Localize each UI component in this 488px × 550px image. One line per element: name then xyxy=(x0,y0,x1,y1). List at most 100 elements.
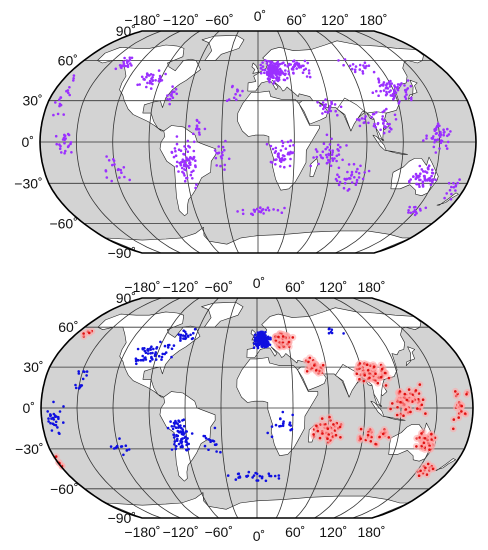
data-point-marker xyxy=(406,79,410,82)
data-point-marker xyxy=(305,75,309,78)
data-point-marker xyxy=(450,192,453,196)
data-point-marker xyxy=(325,133,329,137)
data-point-marker xyxy=(312,433,315,436)
data-point-marker xyxy=(214,443,217,447)
data-point-marker xyxy=(414,389,418,392)
data-point-marker xyxy=(292,143,295,147)
data-point-marker xyxy=(143,347,146,350)
data-point-marker xyxy=(238,94,242,97)
data-point-marker xyxy=(128,178,131,182)
data-point-marker xyxy=(63,133,66,137)
data-point-marker xyxy=(262,212,265,215)
data-point-marker xyxy=(430,171,434,175)
data-point-marker xyxy=(444,144,448,148)
data-point-marker xyxy=(266,206,270,209)
data-point-marker xyxy=(134,357,138,361)
data-point-marker xyxy=(181,170,184,174)
data-point-marker xyxy=(214,156,218,160)
data-point-marker xyxy=(253,333,257,337)
data-point-marker xyxy=(299,65,303,69)
data-point-marker xyxy=(141,354,144,358)
data-point-marker xyxy=(403,95,407,98)
data-point-marker xyxy=(367,64,371,67)
data-point-marker xyxy=(373,122,376,126)
data-point-marker xyxy=(329,164,333,168)
data-point-marker xyxy=(262,334,266,337)
data-point-marker xyxy=(284,72,287,76)
data-point-marker xyxy=(357,172,361,175)
data-point-marker xyxy=(211,439,215,443)
data-point-marker xyxy=(254,471,257,475)
data-point-marker xyxy=(260,475,264,479)
data-point-marker xyxy=(290,427,294,431)
data-point-marker xyxy=(145,75,148,79)
data-point-marker xyxy=(185,441,188,444)
data-point-marker xyxy=(183,159,187,163)
data-point-marker xyxy=(197,127,201,131)
data-point-marker xyxy=(126,61,129,65)
data-point-marker xyxy=(415,174,419,178)
data-point-marker xyxy=(188,161,191,165)
data-point-marker xyxy=(174,149,177,153)
data-point-marker xyxy=(389,407,392,411)
data-point-marker xyxy=(443,196,446,200)
data-point-marker xyxy=(305,370,309,373)
data-point-marker xyxy=(154,358,158,361)
data-point-marker xyxy=(274,163,277,166)
data-point-marker xyxy=(331,151,334,154)
data-point-marker xyxy=(170,347,174,351)
data-point-marker xyxy=(126,63,130,67)
data-point-marker xyxy=(337,153,341,156)
data-point-marker xyxy=(54,423,58,427)
data-point-marker xyxy=(286,65,290,68)
data-point-marker xyxy=(355,372,359,376)
data-point-marker xyxy=(331,159,335,162)
data-point-marker xyxy=(173,425,176,428)
data-point-marker xyxy=(283,165,286,169)
data-point-marker xyxy=(60,151,63,154)
data-point-marker xyxy=(269,144,273,148)
data-point-marker xyxy=(385,86,388,89)
data-point-marker xyxy=(380,367,384,371)
data-point-marker xyxy=(114,67,118,71)
north-america-land xyxy=(97,311,201,398)
data-point-marker xyxy=(339,436,342,439)
data-point-marker xyxy=(359,427,363,431)
data-point-marker xyxy=(52,400,55,404)
data-point-marker xyxy=(304,67,308,71)
data-point-marker xyxy=(158,79,161,83)
data-point-marker xyxy=(267,78,271,82)
data-point-marker xyxy=(66,132,70,136)
data-point-marker xyxy=(326,111,330,114)
data-point-marker xyxy=(317,162,320,166)
data-point-marker xyxy=(179,162,182,165)
data-point-marker xyxy=(177,442,181,446)
data-point-marker xyxy=(364,66,367,70)
data-point-marker xyxy=(236,472,240,476)
data-point-marker xyxy=(405,88,408,92)
data-point-marker xyxy=(260,331,264,335)
data-point-marker xyxy=(365,363,369,367)
data-point-marker xyxy=(164,351,168,354)
data-point-marker xyxy=(321,156,325,160)
data-point-marker xyxy=(342,186,346,190)
data-point-marker xyxy=(376,381,380,385)
data-point-marker xyxy=(433,129,437,132)
data-point-marker xyxy=(327,331,331,335)
data-point-marker xyxy=(204,437,208,440)
data-point-marker xyxy=(267,209,271,212)
data-point-marker xyxy=(220,151,224,154)
lat-label: 0˚ xyxy=(23,400,35,416)
top-marker-layer xyxy=(52,56,461,217)
data-point-marker xyxy=(331,157,334,160)
data-point-marker xyxy=(128,56,132,59)
data-point-marker xyxy=(381,110,385,114)
data-point-marker xyxy=(418,185,421,188)
data-point-marker xyxy=(412,210,415,214)
data-point-marker xyxy=(273,80,276,83)
data-point-marker xyxy=(382,122,385,125)
data-point-marker xyxy=(263,71,266,75)
data-point-marker xyxy=(289,157,292,161)
data-point-marker xyxy=(140,75,144,79)
data-point-marker xyxy=(124,444,128,448)
